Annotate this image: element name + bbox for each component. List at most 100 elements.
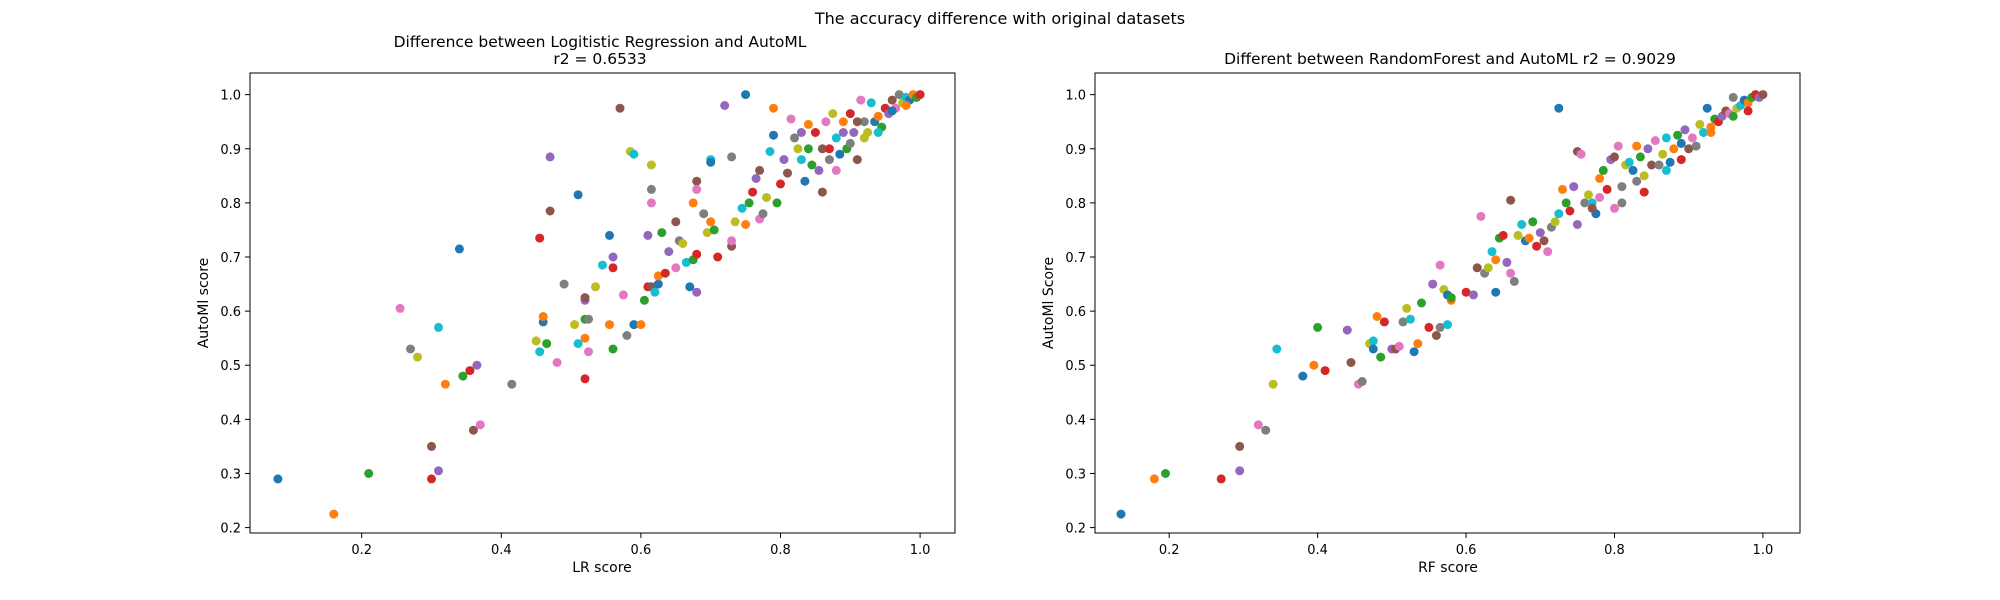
- scatter-point: [765, 147, 775, 156]
- scatter-point: [671, 263, 681, 273]
- y-tick-label: 0.2: [1065, 522, 1086, 537]
- x-ticks: 0.2 0.4 0.6 0.8 1.0: [351, 533, 930, 558]
- scatter-point: [1550, 217, 1560, 227]
- scatter-point: [807, 160, 817, 170]
- scatter-point: [1261, 425, 1271, 435]
- scatter-point: [744, 198, 754, 208]
- scatter-point: [1509, 276, 1519, 286]
- scatter-point: [1576, 149, 1586, 159]
- scatter-point: [824, 155, 834, 165]
- scatter-point: [720, 101, 730, 110]
- scatter-point: [873, 111, 883, 121]
- scatter-point: [434, 466, 443, 476]
- scatter-point: [535, 347, 545, 357]
- scatter-point: [831, 133, 841, 143]
- x-axis-label: RF score: [1418, 560, 1478, 576]
- scatter-point: [1491, 287, 1501, 297]
- scatter-point: [1613, 141, 1623, 151]
- scatter-point: [706, 217, 716, 227]
- scatter-point: [776, 179, 785, 189]
- scatter-point: [329, 509, 339, 519]
- scatter-point: [1372, 312, 1382, 321]
- scatter-point: [727, 152, 737, 162]
- scatter-point: [1743, 106, 1753, 116]
- scatter-point: [803, 144, 813, 154]
- points-layer: [1116, 90, 1768, 519]
- scatter-point: [1402, 303, 1412, 313]
- scatter-point: [856, 95, 866, 105]
- scatter-point: [751, 174, 761, 183]
- scatter-point: [706, 157, 716, 167]
- scatter-point: [1706, 128, 1716, 137]
- scatter-point: [1524, 233, 1534, 243]
- y-axis-label: AutoMl score: [196, 258, 212, 349]
- scatter-point: [1161, 469, 1170, 478]
- scatter-point: [1661, 165, 1671, 175]
- scatter-point: [1539, 236, 1549, 246]
- scatter-point: [427, 441, 436, 451]
- x-tick-label: 0.4: [491, 543, 512, 558]
- scatter-point: [395, 303, 405, 313]
- scatter-point: [1702, 103, 1712, 113]
- scatter-point: [1443, 320, 1452, 330]
- scatter-point: [629, 149, 639, 159]
- scatter-point: [1405, 314, 1415, 324]
- scatter-point: [793, 144, 803, 154]
- scatter-point: [1617, 182, 1627, 192]
- scatter-point: [1654, 160, 1664, 170]
- scatter-point: [838, 117, 848, 127]
- scatter-point: [1610, 152, 1619, 162]
- scatter-point: [1639, 187, 1649, 197]
- plot-frame: [1094, 72, 1801, 534]
- scatter-point: [273, 474, 283, 484]
- scatter-point: [465, 366, 475, 376]
- scatter-point: [1658, 149, 1668, 159]
- scatter-point: [1643, 144, 1653, 154]
- y-tick-label: 1.0: [220, 89, 241, 104]
- scatter-point: [535, 233, 545, 243]
- scatter-point: [1661, 133, 1671, 143]
- scatter-point: [685, 282, 695, 292]
- scatter-point: [507, 379, 517, 389]
- x-tick-label: 1.0: [1753, 543, 1774, 558]
- rf-vs-automl-chart: Different between RandomForest and AutoM…: [1041, 50, 1801, 576]
- scatter-point: [545, 206, 555, 216]
- scatter-point: [1665, 157, 1675, 167]
- scatter-point: [1272, 344, 1282, 354]
- y-ticks: 0.2 0.3 0.4 0.5 0.6 0.7 0.8 0.9 1.0: [1065, 89, 1095, 537]
- x-tick-label: 0.8: [1604, 543, 1625, 558]
- scatter-point: [1491, 255, 1501, 265]
- scatter-point: [1398, 317, 1408, 327]
- scatter-point: [653, 271, 663, 281]
- scatter-point: [692, 184, 702, 194]
- scatter-point: [580, 333, 590, 343]
- scatter-point: [1554, 103, 1564, 113]
- scatter-point: [573, 190, 583, 200]
- y-tick-label: 0.7: [1065, 251, 1086, 266]
- scatter-point: [1253, 420, 1263, 430]
- scatter-point: [542, 339, 552, 349]
- figure-suptitle: The accuracy difference with original da…: [814, 9, 1185, 28]
- scatter-point: [817, 144, 827, 154]
- scatter-point: [1676, 138, 1686, 148]
- scatter-point: [1569, 182, 1579, 192]
- scatter-point: [824, 144, 834, 154]
- y-tick-label: 0.8: [220, 197, 241, 212]
- scatter-point: [364, 469, 374, 478]
- scatter-point: [1472, 263, 1482, 273]
- scatter-point: [1558, 184, 1567, 194]
- scatter-point: [1728, 92, 1738, 102]
- points-layer: [273, 90, 925, 519]
- scatter-point: [1598, 165, 1608, 175]
- scatter-point: [1502, 257, 1512, 267]
- scatter-point: [1268, 379, 1278, 389]
- scatter-point: [1699, 128, 1708, 137]
- scatter-point: [1298, 371, 1308, 381]
- y-tick-label: 0.2: [220, 522, 241, 537]
- scatter-point: [458, 371, 468, 381]
- x-axis-label: LR score: [572, 560, 632, 576]
- scatter-point: [1379, 317, 1389, 327]
- scatter-point: [859, 117, 869, 127]
- scatter-point: [1595, 174, 1605, 183]
- scatter-point: [1543, 247, 1553, 257]
